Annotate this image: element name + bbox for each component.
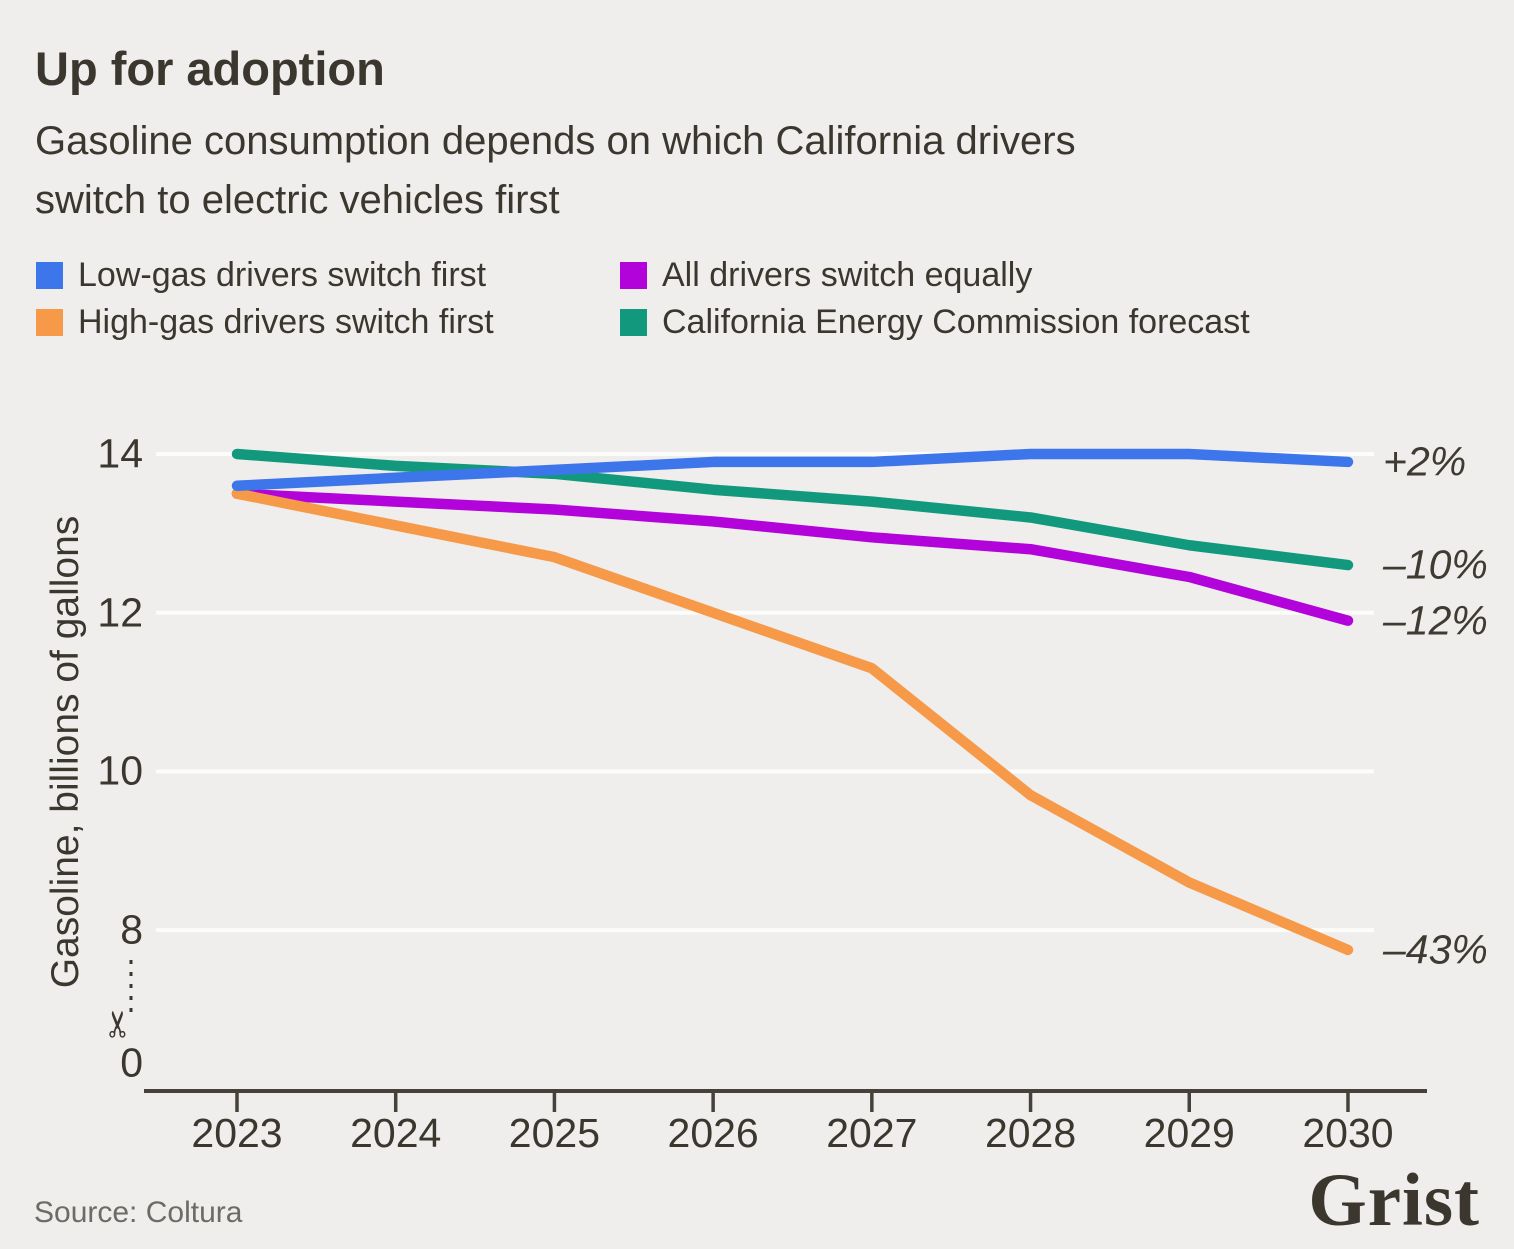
- legend-swatch-teal: [620, 308, 647, 336]
- series-end-label: –10%: [1383, 541, 1488, 588]
- legend-item-high-gas: High-gas drivers switch first: [36, 302, 494, 341]
- legend-swatch-purple: [620, 261, 647, 289]
- x-tick-label: 2026: [667, 1110, 759, 1156]
- y-tick-label: 10: [97, 747, 143, 794]
- legend-label: Low-gas drivers switch first: [78, 255, 487, 294]
- source-note: Source: Coltura: [34, 1196, 243, 1229]
- series-end-label: –43%: [1383, 926, 1488, 973]
- series-end-label: –12%: [1383, 597, 1488, 644]
- y-tick-label: 14: [97, 430, 143, 477]
- x-tick-label: 2023: [191, 1110, 283, 1156]
- chart-subtitle: Gasoline consumption depends on which Ca…: [35, 112, 1076, 230]
- chart-subtitle-line2: switch to electric vehicles first: [35, 178, 560, 222]
- y-tick-label: 12: [97, 589, 143, 636]
- legend-swatch-orange: [36, 308, 63, 336]
- line-series: [231, 448, 1354, 491]
- x-tick-label: 2027: [826, 1110, 918, 1156]
- x-tick-label: 2028: [984, 1110, 1077, 1156]
- legend-label: High-gas drivers switch first: [78, 302, 494, 341]
- series-end-label: +2%: [1383, 438, 1467, 485]
- line-series: [231, 488, 1354, 626]
- scissors-icon: ✂: [98, 1009, 139, 1039]
- x-tick-label: 2024: [350, 1110, 442, 1156]
- legend-swatch-blue: [36, 261, 63, 289]
- legend-item-all-drivers: All drivers switch equally: [620, 255, 1033, 294]
- legend-item-cec-forecast: California Energy Commission forecast: [620, 302, 1250, 341]
- x-tick-label: 2030: [1302, 1110, 1394, 1156]
- chart-title: Up for adoption: [35, 42, 385, 95]
- legend-label: California Energy Commission forecast: [662, 302, 1250, 341]
- x-tick-label: 2029: [1143, 1110, 1235, 1156]
- line-series: [231, 488, 1354, 956]
- legend-label: All drivers switch equally: [662, 255, 1033, 294]
- legend-item-low-gas: Low-gas drivers switch first: [36, 255, 487, 294]
- x-tick-label: 2025: [508, 1110, 601, 1156]
- line-series: [231, 448, 1354, 571]
- y-tick-label: 8: [120, 906, 143, 953]
- chart-subtitle-line1: Gasoline consumption depends on which Ca…: [35, 119, 1076, 163]
- grist-logo: Grist: [1308, 1159, 1480, 1242]
- y-tick-label: 0: [120, 1039, 143, 1086]
